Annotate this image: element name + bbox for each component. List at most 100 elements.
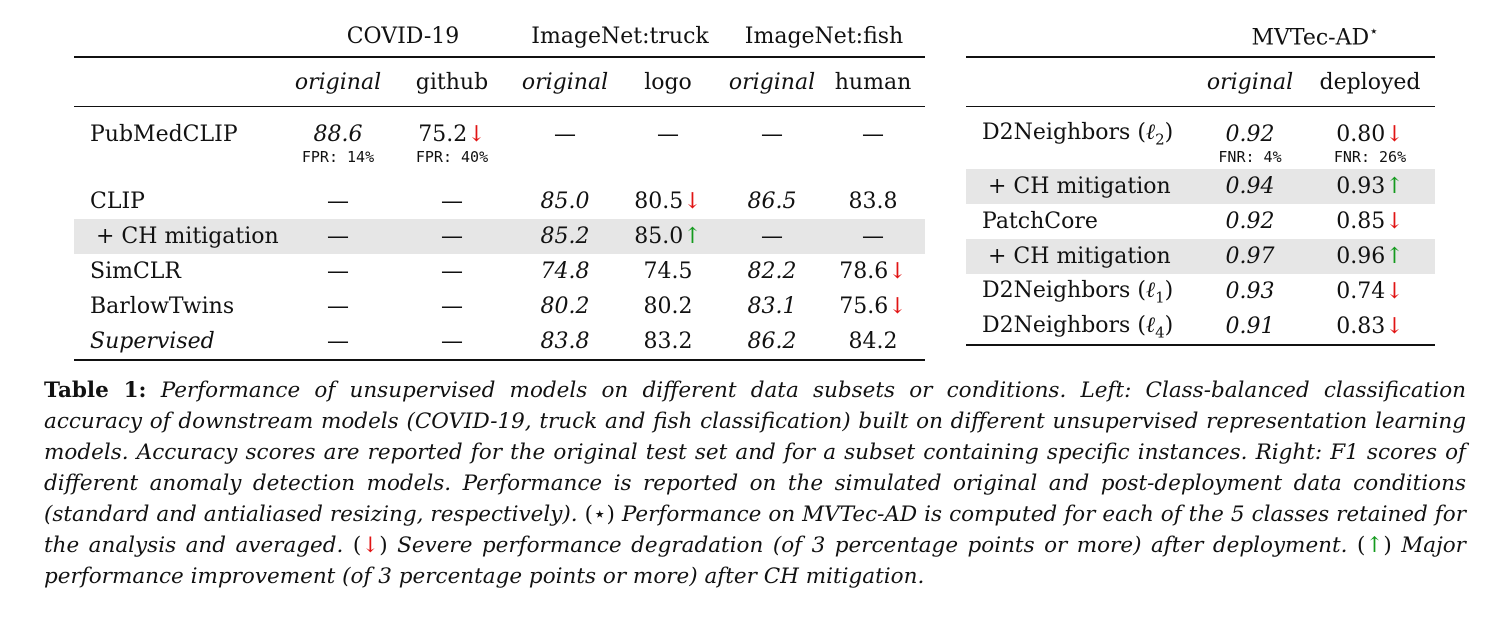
up-arrow-icon: ↑ <box>1365 533 1384 558</box>
cell-number: 85.0 <box>634 224 684 249</box>
down-arrow-icon: ↓ <box>467 121 486 147</box>
cell-value: 83.8 <box>517 324 613 361</box>
caption-star-close: ) <box>606 502 615 527</box>
cell-value: 86.2 <box>723 324 821 361</box>
cell-value: — <box>387 219 517 254</box>
cell-value: 80.2 <box>540 294 590 319</box>
ell-symbol: ℓ <box>1145 277 1156 303</box>
subheader-row: original github original logo original h… <box>74 57 925 107</box>
cell-value: — <box>723 219 821 254</box>
cell-value: 84.2 <box>821 324 925 361</box>
caption-text: Severe performance degradation (of 3 per… <box>397 533 1348 558</box>
subheader-original: original <box>517 57 613 107</box>
ell-subscript: 1 <box>1155 288 1165 307</box>
table-row-highlighted: + CH mitigation — — 85.2 85.0↑ — — <box>74 219 925 254</box>
row-label: D2Neighbors (ℓ2) <box>966 107 1195 150</box>
cell-number: 78.6 <box>839 259 889 284</box>
cell-value: — <box>441 189 463 214</box>
row-label: + CH mitigation <box>966 169 1195 204</box>
cell-number: 75.2 <box>418 121 468 147</box>
caption-down-open: ( <box>352 533 362 558</box>
cell-value: 0.91 <box>1195 309 1305 346</box>
table-row: Supervised — — 83.8 83.2 86.2 84.2 <box>74 324 925 361</box>
down-arrow-icon: ↓ <box>1385 121 1404 147</box>
cell-value: 80.5↓ <box>613 184 723 219</box>
fnr-note: FNR: 4% <box>1218 148 1282 166</box>
caption-up-close: ) <box>1383 533 1392 558</box>
cell-value: — <box>554 121 576 147</box>
cell-value: — <box>441 294 463 319</box>
group-header-covid: COVID-19 <box>289 16 517 58</box>
down-arrow-icon: ↓ <box>1385 209 1404 234</box>
cell-value: 88.6 <box>313 121 363 147</box>
group-header-fish: ImageNet:fish <box>723 16 925 58</box>
right-results-table: MVTec-AD⋆ original deployed D2Neighbors … <box>966 16 1435 346</box>
cell-value: — <box>387 324 517 361</box>
group-header-row: COVID-19 ImageNet:truck ImageNet:fish <box>74 16 925 58</box>
cell-value: 0.92 <box>1225 209 1275 234</box>
cell-value: — <box>821 219 925 254</box>
down-arrow-icon: ↓ <box>888 259 907 284</box>
fnr-note: FNR: 26% <box>1333 148 1407 166</box>
cell-value: 83.2 <box>613 324 723 361</box>
cell-value: — <box>289 219 387 254</box>
cell-value: 0.74↓ <box>1305 274 1435 309</box>
cell-value: 86.5 <box>747 189 797 214</box>
subheader-github: github <box>387 57 517 107</box>
subheader-row: original deployed <box>966 57 1435 107</box>
cell-value: 0.97 <box>1195 239 1305 274</box>
caption-text: Performance on MVTec-AD is computed for … <box>44 502 1466 558</box>
table-caption: Table 1: Performance of unsupervised mod… <box>44 375 1466 592</box>
caption-down-close: ) <box>379 533 388 558</box>
cell-value: — <box>862 121 884 147</box>
cell-value: — <box>327 294 349 319</box>
cell-number: 0.74 <box>1336 279 1386 304</box>
cell-value: 75.2↓ <box>387 107 517 150</box>
table-row: CLIP — — 85.0 80.5↓ 86.5 83.8 <box>74 184 925 219</box>
cell-value: 80.2 <box>643 294 693 319</box>
cell-value: 75.6↓ <box>821 289 925 324</box>
ell-symbol: ℓ <box>1145 312 1156 338</box>
down-arrow-icon: ↓ <box>888 294 907 319</box>
caption-text: Major performance improvement (of 3 perc… <box>44 533 1466 589</box>
down-arrow-icon: ↓ <box>1385 314 1404 339</box>
cell-value: — <box>657 121 679 147</box>
subheader-deployed: deployed <box>1305 57 1435 107</box>
row-label: D2Neighbors (ℓ1) <box>966 274 1195 309</box>
caption-label: Table 1: <box>44 378 147 403</box>
up-arrow-icon: ↑ <box>1385 244 1404 269</box>
cell-value: — <box>327 189 349 214</box>
subheader-original: original <box>1195 57 1305 107</box>
note-row: FPR: 14% FPR: 40% <box>74 149 925 184</box>
table-row: D2Neighbors (ℓ1) 0.93 0.74↓ <box>966 274 1435 309</box>
table-row-highlighted: + CH mitigation 0.97 0.96↑ <box>966 239 1435 274</box>
fpr-note: FPR: 14% <box>301 148 375 166</box>
cell-value: — <box>761 121 783 147</box>
caption-star-mark: ⋆ <box>593 502 607 527</box>
table-row: PatchCore 0.92 0.85↓ <box>966 204 1435 239</box>
row-label: SimCLR <box>90 259 181 284</box>
row-label: PatchCore <box>982 209 1098 234</box>
row-label: BarlowTwins <box>90 294 235 319</box>
ell-subscript: 2 <box>1155 130 1165 149</box>
cell-value: 0.83↓ <box>1305 309 1435 346</box>
up-arrow-icon: ↑ <box>1385 174 1404 199</box>
subheader-logo: logo <box>613 57 723 107</box>
cell-value: 85.2 <box>517 219 613 254</box>
cell-value: 85.0↑ <box>613 219 723 254</box>
cell-value: 0.93↑ <box>1305 169 1435 204</box>
row-label-end: ) <box>1164 120 1174 146</box>
down-arrow-icon: ↓ <box>683 189 702 214</box>
row-label-text: D2Neighbors ( <box>982 277 1146 303</box>
row-label-text: D2Neighbors ( <box>982 312 1146 338</box>
table-row: PubMedCLIP 88.6 75.2↓ — — — — <box>74 107 925 150</box>
cell-value: 85.0 <box>540 189 590 214</box>
cell-value: 83.8 <box>848 189 898 214</box>
group-header-row: MVTec-AD⋆ <box>966 16 1435 58</box>
fpr-note: FPR: 40% <box>415 148 489 166</box>
cell-value: 78.6↓ <box>821 254 925 289</box>
subheader-human: human <box>821 57 925 107</box>
table-row: BarlowTwins — — 80.2 80.2 83.1 75.6↓ <box>74 289 925 324</box>
cell-value: 0.92 <box>1225 121 1275 147</box>
cell-value: 82.2 <box>747 259 797 284</box>
